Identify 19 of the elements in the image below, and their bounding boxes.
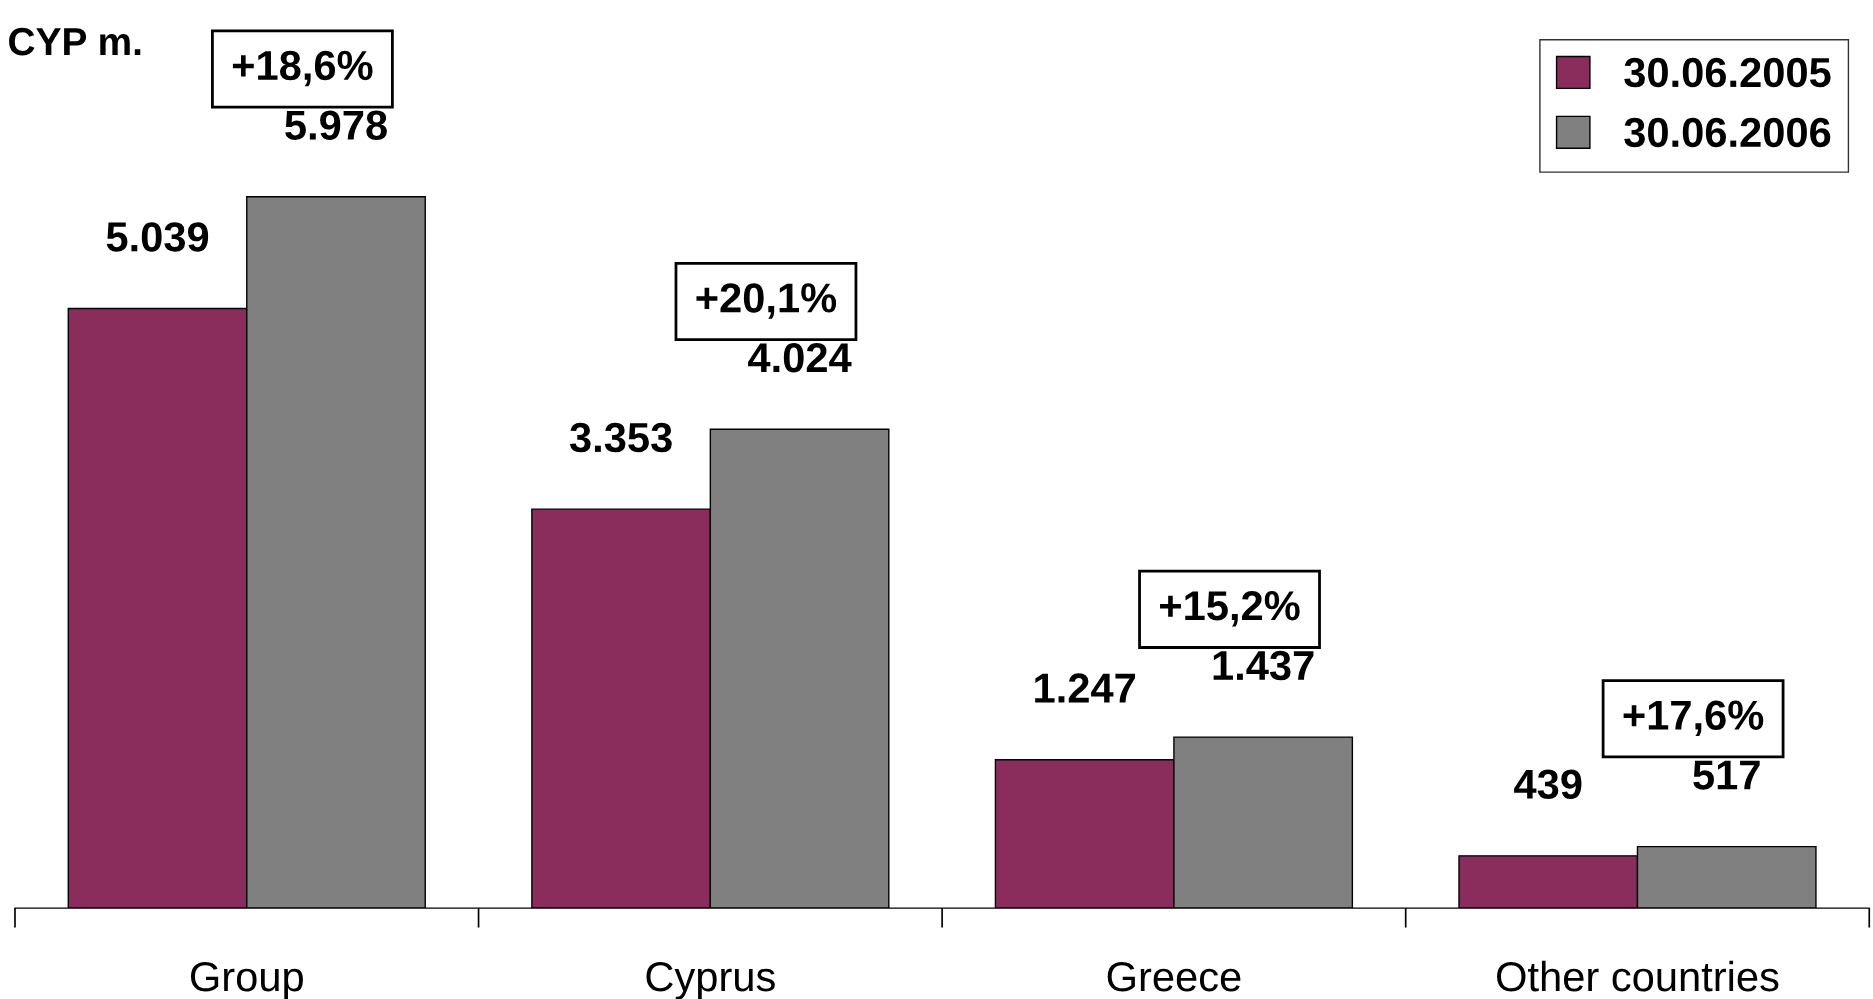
x-tick-label: Group bbox=[190, 961, 303, 999]
x-tick-label: Greece bbox=[1107, 961, 1241, 992]
x-tick-label: Cyprus bbox=[646, 961, 775, 999]
data-label: 439 bbox=[1514, 769, 1582, 800]
data-label: 3.353 bbox=[569, 422, 672, 453]
legend-label: 30.06.2005 bbox=[1624, 57, 1831, 88]
data-label: 1.247 bbox=[1035, 673, 1135, 703]
annotation: +17,6% bbox=[1623, 700, 1764, 737]
text: +18,6% bbox=[232, 50, 373, 87]
data-label: 4.024 bbox=[748, 342, 852, 373]
data-label: 517 bbox=[1693, 760, 1760, 790]
legend-label: 30.06.2006 bbox=[1624, 117, 1831, 148]
data-label: 5.039 bbox=[106, 222, 209, 252]
data-label: 1.437 bbox=[1213, 650, 1314, 681]
chart-title: CYP m. bbox=[9, 27, 141, 56]
x-tick-label: Other countries bbox=[1497, 960, 1779, 992]
data-label: 5.978 bbox=[285, 110, 387, 140]
annotation: +20,1% bbox=[696, 283, 837, 319]
annotation: +15,2% bbox=[1160, 591, 1300, 627]
